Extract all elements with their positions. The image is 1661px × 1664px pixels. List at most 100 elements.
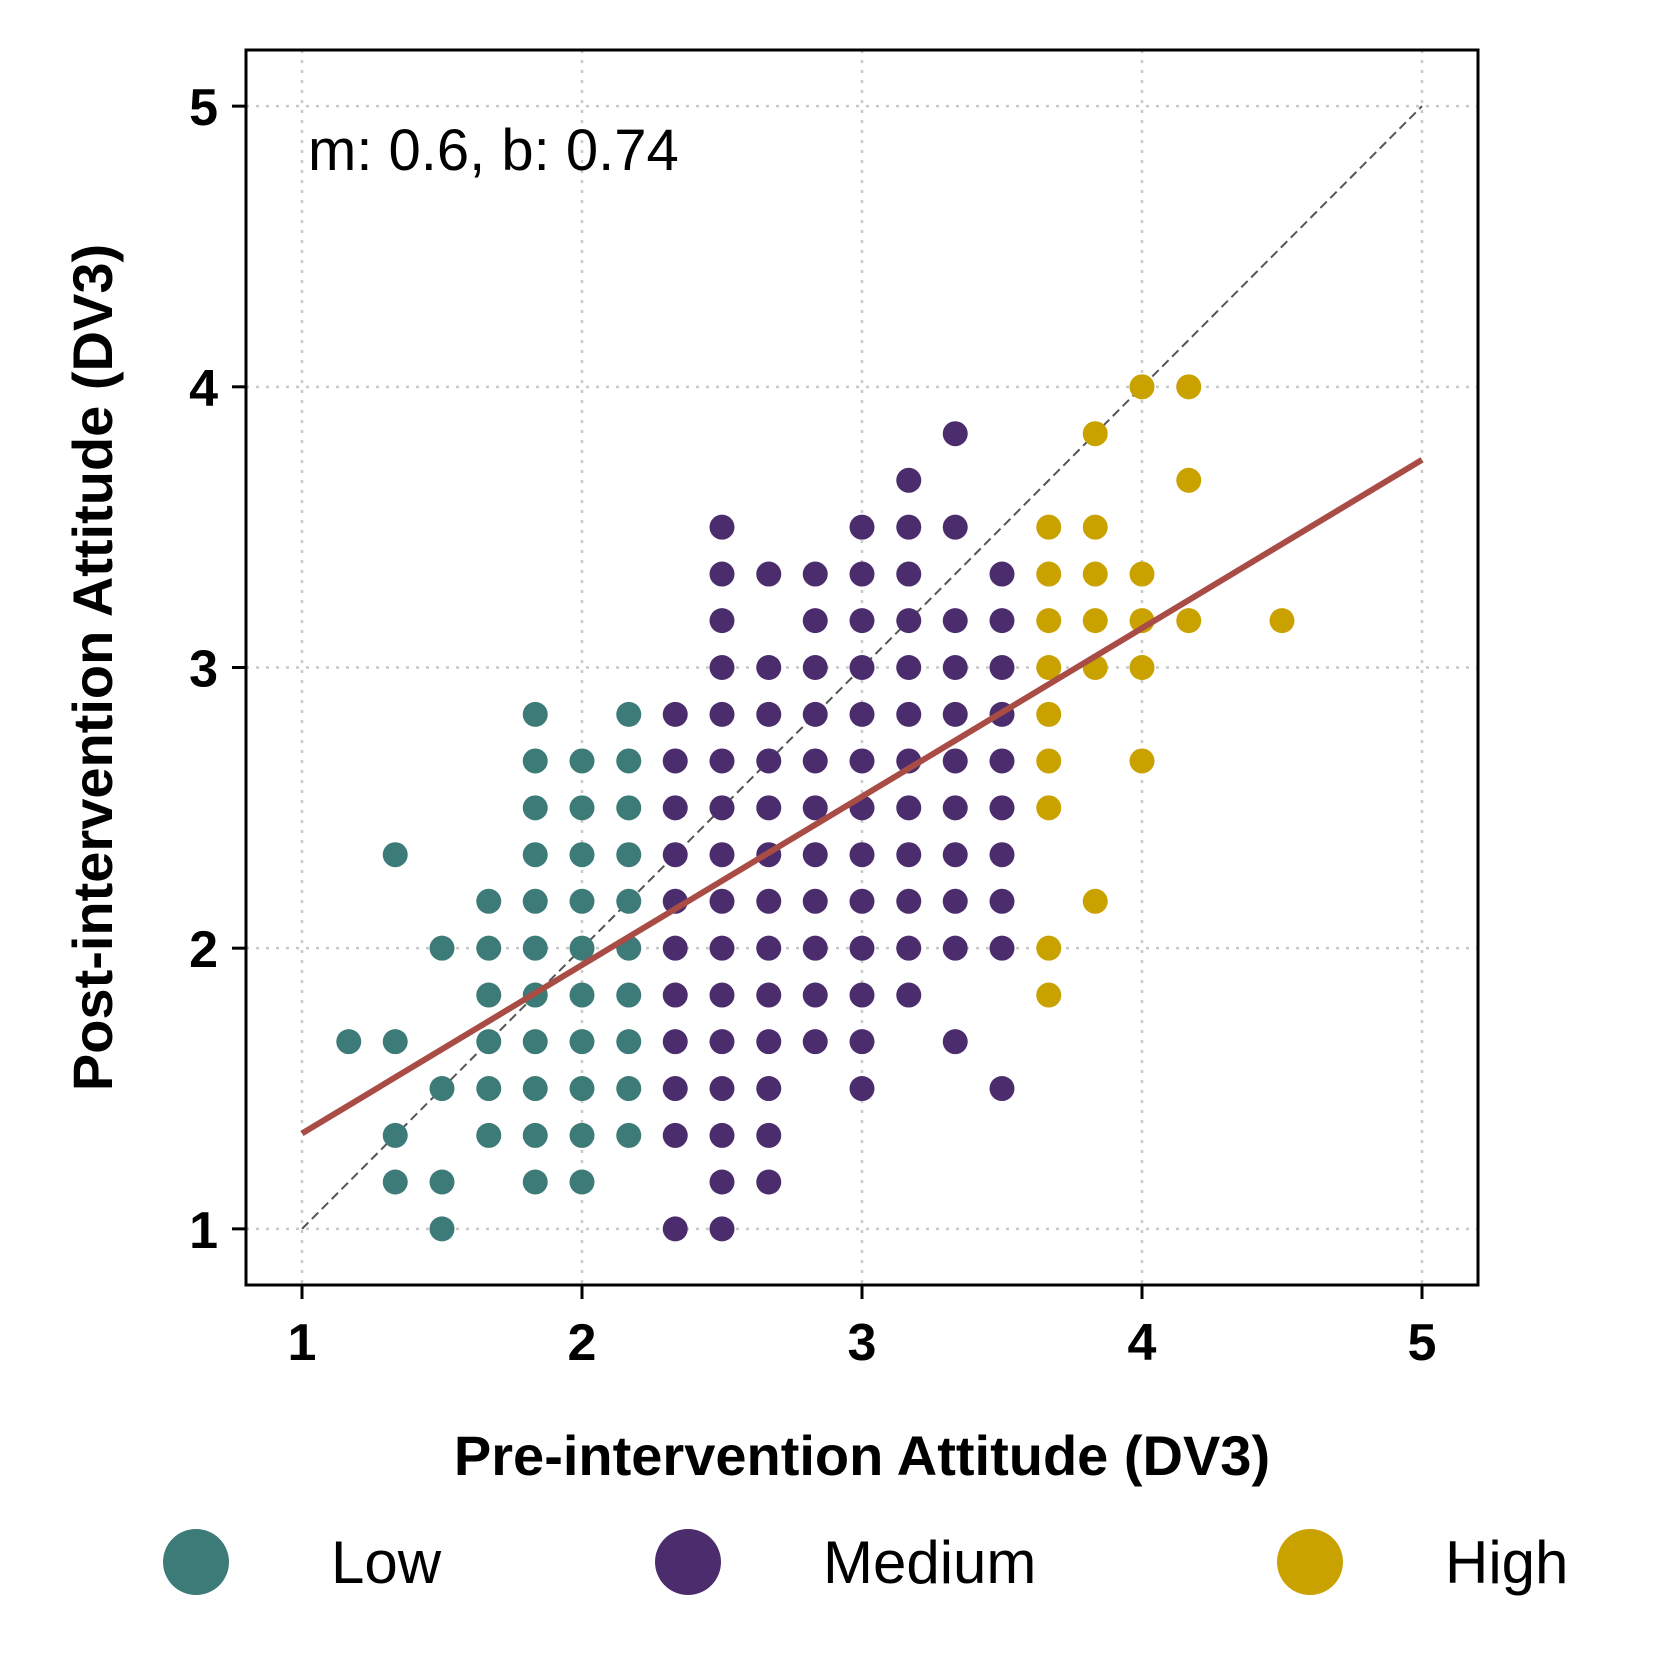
data-point <box>1129 561 1155 587</box>
data-point <box>849 561 875 587</box>
data-point <box>569 1076 595 1102</box>
data-point <box>709 608 735 634</box>
data-point <box>616 888 642 914</box>
data-point <box>336 1029 362 1055</box>
data-point <box>522 1169 548 1195</box>
data-point <box>896 982 922 1008</box>
data-point <box>429 1076 455 1102</box>
x-axis-ticks: 1 2 3 4 5 <box>288 1285 1437 1372</box>
data-point <box>896 608 922 634</box>
y-tick-label: 1 <box>189 1202 218 1260</box>
data-point <box>662 982 688 1008</box>
data-point <box>989 842 1015 868</box>
data-point <box>709 982 735 1008</box>
y-tick-label: 4 <box>189 360 218 418</box>
y-axis-title: Post-intervention Attitude (DV3) <box>61 244 124 1091</box>
data-point <box>476 1122 502 1148</box>
x-tick-label: 5 <box>1408 1314 1437 1372</box>
data-point <box>569 1029 595 1055</box>
data-point <box>849 608 875 634</box>
data-point <box>1176 374 1202 400</box>
x-tick-label: 3 <box>848 1314 877 1372</box>
data-point <box>756 795 782 821</box>
data-point <box>942 608 968 634</box>
data-point <box>756 982 782 1008</box>
data-point <box>569 1169 595 1195</box>
data-point <box>662 748 688 774</box>
fit-line-group <box>300 457 1424 1137</box>
legend-label: High <box>1445 1529 1568 1596</box>
data-point <box>616 1076 642 1102</box>
data-point <box>429 935 455 961</box>
data-point <box>382 1169 408 1195</box>
data-point <box>709 935 735 961</box>
data-point <box>989 655 1015 680</box>
data-point <box>662 1122 688 1148</box>
data-point <box>709 748 735 774</box>
data-point <box>569 795 595 821</box>
data-point <box>849 935 875 961</box>
series-high <box>1036 374 1295 1008</box>
data-point <box>942 701 968 727</box>
series-low <box>336 701 642 1242</box>
data-point <box>896 935 922 961</box>
data-point <box>756 1029 782 1055</box>
data-point <box>756 701 782 727</box>
data-point <box>709 1029 735 1055</box>
data-point <box>849 655 875 680</box>
x-axis-title: Pre-intervention Attitude (DV3) <box>454 1424 1270 1487</box>
data-point <box>942 514 968 540</box>
data-point <box>382 1122 408 1148</box>
data-point <box>802 608 828 634</box>
data-point <box>709 842 735 868</box>
data-point <box>849 748 875 774</box>
data-point <box>849 514 875 540</box>
data-point <box>802 795 828 821</box>
data-point <box>896 514 922 540</box>
data-point <box>522 842 548 868</box>
data-point <box>616 1122 642 1148</box>
data-point <box>569 982 595 1008</box>
data-point <box>709 1169 735 1195</box>
data-point <box>942 1029 968 1055</box>
data-point <box>756 561 782 587</box>
data-point <box>1036 655 1062 680</box>
data-point <box>476 1076 502 1102</box>
data-point <box>989 935 1015 961</box>
data-point <box>662 701 688 727</box>
data-point <box>896 467 922 493</box>
data-point <box>616 795 642 821</box>
data-point <box>942 935 968 961</box>
data-point <box>569 748 595 774</box>
data-point <box>709 1216 735 1242</box>
data-point <box>476 935 502 961</box>
data-point <box>989 795 1015 821</box>
data-point <box>849 982 875 1008</box>
data-point <box>802 888 828 914</box>
data-point <box>1269 608 1295 634</box>
data-point <box>849 842 875 868</box>
data-point <box>616 748 642 774</box>
data-point <box>476 888 502 914</box>
data-point <box>802 561 828 587</box>
data-point <box>569 888 595 914</box>
data-point <box>1082 888 1108 914</box>
data-point <box>756 1076 782 1102</box>
data-point <box>942 842 968 868</box>
data-point <box>989 1076 1015 1102</box>
data-point <box>569 935 595 961</box>
data-point <box>476 982 502 1008</box>
fit-annotation: m: 0.6, b: 0.74 <box>308 118 679 183</box>
y-tick-label: 5 <box>189 79 218 137</box>
data-point <box>616 982 642 1008</box>
data-point <box>1036 935 1062 961</box>
data-point <box>1036 748 1062 774</box>
data-point <box>756 748 782 774</box>
data-point <box>1036 608 1062 634</box>
data-point <box>756 655 782 680</box>
data-point <box>989 608 1015 634</box>
legend-label: Low <box>331 1529 442 1596</box>
data-point <box>1036 561 1062 587</box>
data-point <box>569 842 595 868</box>
data-point <box>942 748 968 774</box>
